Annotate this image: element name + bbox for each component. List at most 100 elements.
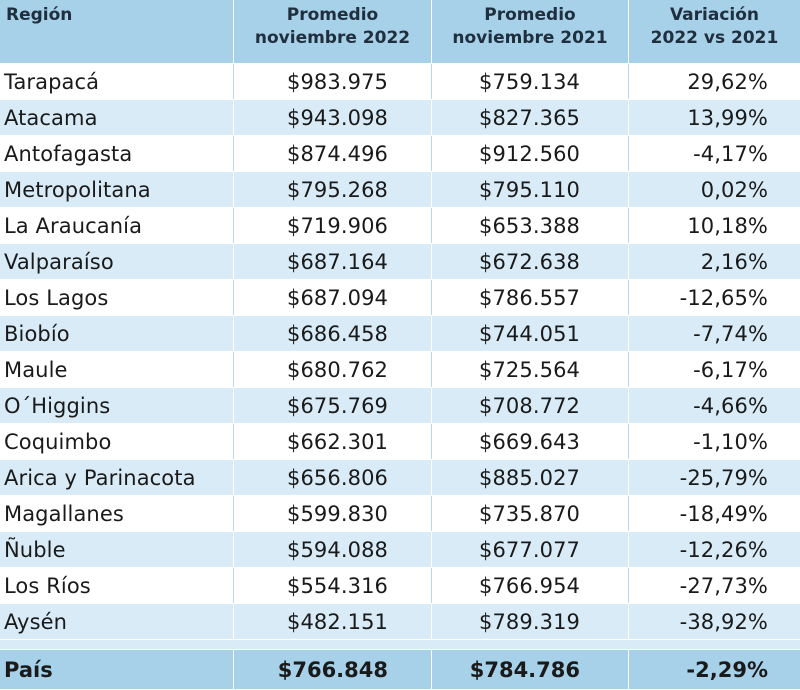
region-cell: Antofagasta: [0, 136, 234, 171]
header-region-label: Región: [6, 5, 73, 25]
header-nov2021-line2: noviembre 2021: [452, 28, 608, 48]
region-cell: Maule: [0, 352, 234, 387]
region-cell: Ñuble: [0, 532, 234, 567]
variation-cell: -6,17%: [693, 357, 768, 382]
region-cell: Arica y Parinacota: [0, 460, 234, 495]
table-row: O´Higgins $675.769 $708.772 -4,66%: [0, 388, 800, 424]
nov2022-cell: $680.762: [234, 352, 432, 387]
header-nov2021: Promedio noviembre 2021: [432, 0, 629, 63]
header-nov2021-line1: Promedio: [484, 5, 576, 25]
region-cell: Tarapacá: [0, 64, 234, 99]
region-cell: Magallanes: [0, 496, 234, 531]
table-total-row: País $766.848 $784.786 -2,29%: [0, 650, 800, 690]
region-cell: Aysén: [0, 604, 234, 639]
variation-cell: -4,66%: [693, 393, 768, 418]
nov2021-cell: $786.557: [432, 280, 629, 315]
nov2021-cell: $708.772: [432, 388, 629, 423]
nov2022-cell: $594.088: [234, 532, 432, 567]
variation-cell: 13,99%: [687, 105, 768, 130]
region-cell: Los Lagos: [0, 280, 234, 315]
variation-cell: -25,79%: [679, 465, 768, 490]
variation-cell: 29,62%: [687, 69, 768, 94]
table-row: Arica y Parinacota $656.806 $885.027 -25,79…: [0, 460, 800, 496]
table-row: Aysén $482.151 $789.319 -38,92%: [0, 604, 800, 640]
table-row: Valparaíso $687.164 $672.638 2,16%: [0, 244, 800, 280]
header-variation: Variación 2022 vs 2021: [629, 0, 800, 63]
nov2021-cell: $669.643: [432, 424, 629, 459]
nov2022-cell: $675.769: [234, 388, 432, 423]
variation-cell: -4,17%: [693, 141, 768, 166]
total-variation: -2,29%: [686, 657, 768, 682]
header-nov2022-line1: Promedio: [286, 5, 379, 25]
region-cell: Biobío: [0, 316, 234, 351]
table-row: Magallanes $599.830 $735.870 -18,49%: [0, 496, 800, 532]
region-cell: Atacama: [0, 100, 234, 135]
table-row: Los Ríos $554.316 $766.954 -27,73%: [0, 568, 800, 604]
variation-cell: -38,92%: [679, 609, 768, 634]
nov2022-cell: $599.830: [234, 496, 432, 531]
nov2021-cell: $766.954: [432, 568, 629, 603]
table-row: Los Lagos $687.094 $786.557 -12,65%: [0, 280, 800, 316]
table-row: La Araucanía $719.906 $653.388 10,18%: [0, 208, 800, 244]
nov2022-cell: $686.458: [234, 316, 432, 351]
table-header-row: Región Promedio noviembre 2022 Promedio …: [0, 0, 800, 64]
nov2021-cell: $735.870: [432, 496, 629, 531]
variation-cell: 10,18%: [687, 213, 768, 238]
variation-cell: -7,74%: [693, 321, 768, 346]
nov2021-cell: $672.638: [432, 244, 629, 279]
nov2022-cell: $795.268: [234, 172, 432, 207]
total-region: País: [0, 650, 234, 689]
nov2021-cell: $912.560: [432, 136, 629, 171]
table-row: Coquimbo $662.301 $669.643 -1,10%: [0, 424, 800, 460]
region-cell: Metropolitana: [0, 172, 234, 207]
table-body: Tarapacá $983.975 $759.134 29,62% Atacama $94…: [0, 64, 800, 640]
nov2021-cell: $827.365: [432, 100, 629, 135]
nov2021-cell: $677.077: [432, 532, 629, 567]
nov2022-cell: $874.496: [234, 136, 432, 171]
table-row: Atacama $943.098 $827.365 13,99%: [0, 100, 800, 136]
variation-cell: -18,49%: [679, 501, 768, 526]
region-cell: La Araucanía: [0, 208, 234, 243]
region-cell: Los Ríos: [0, 568, 234, 603]
nov2022-cell: $983.975: [234, 64, 432, 99]
region-cell: O´Higgins: [0, 388, 234, 423]
variation-cell: -27,73%: [679, 573, 768, 598]
nov2021-cell: $795.110: [432, 172, 629, 207]
table-row: Biobío $686.458 $744.051 -7,74%: [0, 316, 800, 352]
table-row: Antofagasta $874.496 $912.560 -4,17%: [0, 136, 800, 172]
region-cell: Valparaíso: [0, 244, 234, 279]
header-region: Región: [0, 0, 234, 63]
table-spacer: [0, 640, 800, 650]
variation-cell: -12,26%: [679, 537, 768, 562]
nov2021-cell: $759.134: [432, 64, 629, 99]
table-row: Tarapacá $983.975 $759.134 29,62%: [0, 64, 800, 100]
nov2022-cell: $656.806: [234, 460, 432, 495]
nov2022-cell: $687.164: [234, 244, 432, 279]
header-nov2022-line2: noviembre 2022: [254, 28, 411, 48]
variation-cell: 0,02%: [700, 177, 768, 202]
nov2021-cell: $653.388: [432, 208, 629, 243]
nov2021-cell: $789.319: [432, 604, 629, 639]
table-row: Metropolitana $795.268 $795.110 0,02%: [0, 172, 800, 208]
header-variation-line1: Variación: [669, 5, 760, 25]
total-nov2022: $766.848: [234, 650, 432, 689]
table-row: Maule $680.762 $725.564 -6,17%: [0, 352, 800, 388]
nov2021-cell: $725.564: [432, 352, 629, 387]
total-nov2021: $784.786: [432, 650, 629, 689]
region-cell: Coquimbo: [0, 424, 234, 459]
nov2021-cell: $744.051: [432, 316, 629, 351]
nov2022-cell: $662.301: [234, 424, 432, 459]
nov2022-cell: $482.151: [234, 604, 432, 639]
nov2022-cell: $943.098: [234, 100, 432, 135]
nov2021-cell: $885.027: [432, 460, 629, 495]
variation-cell: -1,10%: [693, 429, 768, 454]
header-variation-line2: 2022 vs 2021: [650, 28, 779, 48]
nov2022-cell: $719.906: [234, 208, 432, 243]
nov2022-cell: $687.094: [234, 280, 432, 315]
variation-cell: 2,16%: [700, 249, 768, 274]
header-nov2022: Promedio noviembre 2022: [234, 0, 432, 63]
table-row: Ñuble $594.088 $677.077 -12,26%: [0, 532, 800, 568]
variation-cell: -12,65%: [679, 285, 768, 310]
nov2022-cell: $554.316: [234, 568, 432, 603]
